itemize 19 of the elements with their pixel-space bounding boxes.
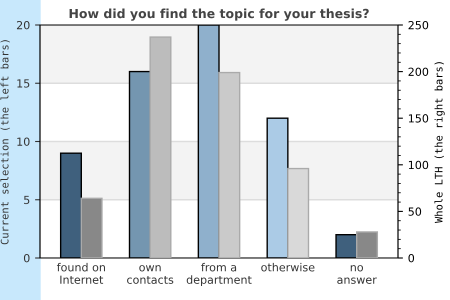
y2-tick-label: 150 bbox=[408, 114, 428, 123]
y2-tick-label: 200 bbox=[408, 68, 428, 76]
y-tick-label: 10 bbox=[17, 137, 30, 146]
y-tick-label: 5 bbox=[24, 196, 30, 204]
y2-tick-label: 50 bbox=[408, 207, 422, 216]
y2-tick-label: 0 bbox=[408, 254, 414, 262]
y2-axis-title: Whole LTH (the right bars) bbox=[434, 62, 445, 224]
y2-tick-label: 250 bbox=[408, 20, 428, 30]
y-tick-label: 0 bbox=[24, 254, 30, 262]
y-tick-label: 20 bbox=[16, 20, 30, 30]
x-tick-label: found on Internet bbox=[56, 262, 105, 284]
y-axis-title: Current selection (the left bars) bbox=[0, 40, 10, 244]
x-tick-label: otherwise bbox=[261, 262, 314, 272]
x-tick-label: from a department bbox=[186, 262, 252, 286]
x-tick-label: no answer bbox=[337, 265, 377, 284]
x-tick-label: own contacts bbox=[127, 265, 174, 284]
y-tick-label: 15 bbox=[17, 79, 30, 88]
chart-title: How did you find the topic for your thesis? bbox=[70, 8, 369, 21]
y2-tick-label: 100 bbox=[408, 160, 428, 170]
